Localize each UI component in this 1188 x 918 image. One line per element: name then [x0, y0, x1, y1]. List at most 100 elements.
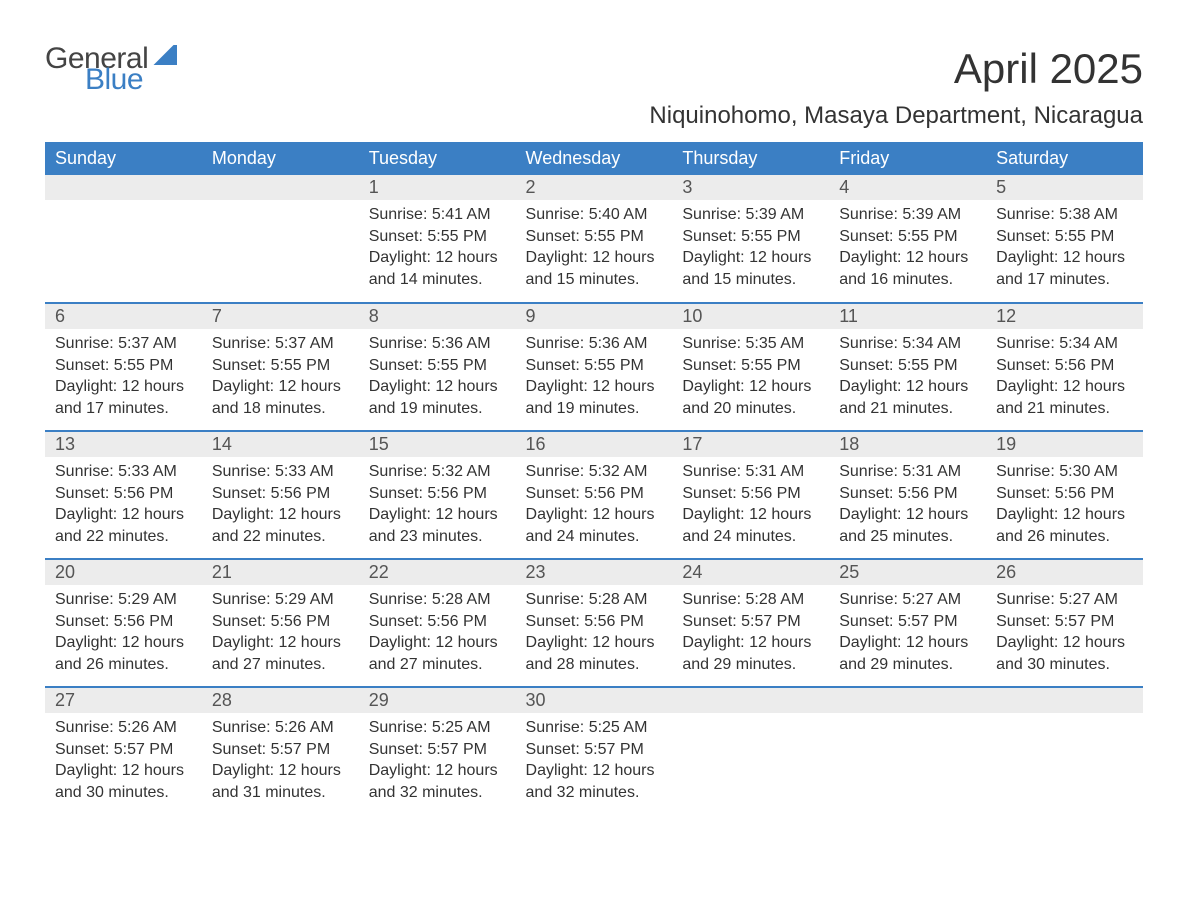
sunset-label: Sunset:: [526, 741, 580, 758]
weekday-header: Sunday: [45, 142, 202, 175]
calendar-cell: 25Sunrise: 5:27 AMSunset: 5:57 PMDayligh…: [829, 559, 986, 687]
sunset-value: 5:57 PM: [271, 741, 331, 758]
sunset-value: 5:56 PM: [271, 485, 331, 502]
day-data: Sunrise: 5:33 AMSunset: 5:56 PMDaylight:…: [45, 457, 202, 557]
calendar-cell: 1Sunrise: 5:41 AMSunset: 5:55 PMDaylight…: [359, 175, 516, 303]
day-number: 27: [45, 688, 202, 713]
sunset-value: 5:55 PM: [898, 228, 958, 245]
daylight-label: Daylight:: [369, 378, 431, 395]
sunrise-value: 5:28 AM: [746, 591, 805, 608]
sunrise-value: 5:30 AM: [1059, 463, 1118, 480]
sunrise-label: Sunrise:: [369, 591, 428, 608]
sunrise-label: Sunrise:: [212, 591, 271, 608]
sunset-label: Sunset:: [526, 357, 580, 374]
sunset-value: 5:57 PM: [898, 613, 958, 630]
day-number: 18: [829, 432, 986, 457]
sunrise-label: Sunrise:: [996, 463, 1055, 480]
calendar-cell: [829, 687, 986, 815]
calendar-cell: 3Sunrise: 5:39 AMSunset: 5:55 PMDaylight…: [672, 175, 829, 303]
day-data: Sunrise: 5:34 AMSunset: 5:55 PMDaylight:…: [829, 329, 986, 429]
calendar-row: 20Sunrise: 5:29 AMSunset: 5:56 PMDayligh…: [45, 559, 1143, 687]
sunrise-value: 5:33 AM: [275, 463, 334, 480]
day-number: 19: [986, 432, 1143, 457]
daylight-label: Daylight:: [526, 762, 588, 779]
calendar-cell: [202, 175, 359, 303]
daylight-label: Daylight:: [839, 378, 901, 395]
daylight-label: Daylight:: [839, 506, 901, 523]
sunset-value: 5:57 PM: [1055, 613, 1115, 630]
sunset-label: Sunset:: [839, 357, 893, 374]
calendar-cell: 30Sunrise: 5:25 AMSunset: 5:57 PMDayligh…: [516, 687, 673, 815]
day-number: 4: [829, 175, 986, 200]
sunset-label: Sunset:: [212, 357, 266, 374]
day-number: [202, 175, 359, 200]
day-number: 10: [672, 304, 829, 329]
sunrise-label: Sunrise:: [55, 335, 114, 352]
sunset-label: Sunset:: [55, 741, 109, 758]
page-title: April 2025: [954, 45, 1143, 93]
day-data: Sunrise: 5:28 AMSunset: 5:56 PMDaylight:…: [359, 585, 516, 685]
day-data: Sunrise: 5:37 AMSunset: 5:55 PMDaylight:…: [202, 329, 359, 429]
sunrise-value: 5:34 AM: [1059, 335, 1118, 352]
sunrise-value: 5:32 AM: [432, 463, 491, 480]
calendar-cell: [45, 175, 202, 303]
sunrise-label: Sunrise:: [55, 591, 114, 608]
weekday-header-row: SundayMondayTuesdayWednesdayThursdayFrid…: [45, 142, 1143, 175]
sunrise-value: 5:25 AM: [589, 719, 648, 736]
day-number: 14: [202, 432, 359, 457]
sunset-value: 5:55 PM: [427, 357, 487, 374]
sunrise-label: Sunrise:: [839, 335, 898, 352]
sunset-label: Sunset:: [839, 485, 893, 502]
calendar-row: 1Sunrise: 5:41 AMSunset: 5:55 PMDaylight…: [45, 175, 1143, 303]
sunset-label: Sunset:: [682, 357, 736, 374]
daylight-label: Daylight:: [682, 634, 744, 651]
sunset-label: Sunset:: [369, 357, 423, 374]
sunset-value: 5:55 PM: [427, 228, 487, 245]
day-data: Sunrise: 5:32 AMSunset: 5:56 PMDaylight:…: [516, 457, 673, 557]
sunrise-label: Sunrise:: [212, 463, 271, 480]
sunset-value: 5:56 PM: [1055, 357, 1115, 374]
daylight-label: Daylight:: [839, 634, 901, 651]
day-number: 5: [986, 175, 1143, 200]
calendar-body: 1Sunrise: 5:41 AMSunset: 5:55 PMDaylight…: [45, 175, 1143, 815]
daylight-label: Daylight:: [55, 506, 117, 523]
sunrise-value: 5:37 AM: [275, 335, 334, 352]
logo-text-blue: Blue: [85, 66, 177, 95]
sunrise-value: 5:40 AM: [589, 206, 648, 223]
day-data: Sunrise: 5:33 AMSunset: 5:56 PMDaylight:…: [202, 457, 359, 557]
weekday-header: Saturday: [986, 142, 1143, 175]
sunrise-label: Sunrise:: [526, 335, 585, 352]
day-data: Sunrise: 5:28 AMSunset: 5:57 PMDaylight:…: [672, 585, 829, 685]
sunrise-value: 5:28 AM: [589, 591, 648, 608]
sunset-value: 5:55 PM: [898, 357, 958, 374]
day-data: Sunrise: 5:26 AMSunset: 5:57 PMDaylight:…: [45, 713, 202, 813]
calendar-cell: 12Sunrise: 5:34 AMSunset: 5:56 PMDayligh…: [986, 303, 1143, 431]
day-data: Sunrise: 5:36 AMSunset: 5:55 PMDaylight:…: [359, 329, 516, 429]
calendar-cell: 21Sunrise: 5:29 AMSunset: 5:56 PMDayligh…: [202, 559, 359, 687]
day-data: Sunrise: 5:29 AMSunset: 5:56 PMDaylight:…: [202, 585, 359, 685]
sunrise-value: 5:35 AM: [746, 335, 805, 352]
weekday-header: Friday: [829, 142, 986, 175]
sunset-value: 5:56 PM: [1055, 485, 1115, 502]
daylight-label: Daylight:: [682, 506, 744, 523]
calendar-row: 6Sunrise: 5:37 AMSunset: 5:55 PMDaylight…: [45, 303, 1143, 431]
daylight-label: Daylight:: [526, 249, 588, 266]
sunset-value: 5:56 PM: [741, 485, 801, 502]
day-data: Sunrise: 5:36 AMSunset: 5:55 PMDaylight:…: [516, 329, 673, 429]
sunrise-label: Sunrise:: [996, 206, 1055, 223]
sunrise-label: Sunrise:: [996, 335, 1055, 352]
day-number: 28: [202, 688, 359, 713]
sunset-label: Sunset:: [55, 357, 109, 374]
daylight-label: Daylight:: [369, 506, 431, 523]
logo-flag-icon: [151, 45, 177, 65]
calendar-cell: 26Sunrise: 5:27 AMSunset: 5:57 PMDayligh…: [986, 559, 1143, 687]
sunset-value: 5:56 PM: [898, 485, 958, 502]
sunrise-value: 5:39 AM: [746, 206, 805, 223]
sunset-label: Sunset:: [682, 613, 736, 630]
sunrise-label: Sunrise:: [682, 335, 741, 352]
sunset-label: Sunset:: [996, 357, 1050, 374]
day-number: 13: [45, 432, 202, 457]
sunrise-value: 5:29 AM: [118, 591, 177, 608]
sunset-label: Sunset:: [996, 613, 1050, 630]
day-data: Sunrise: 5:25 AMSunset: 5:57 PMDaylight:…: [359, 713, 516, 813]
